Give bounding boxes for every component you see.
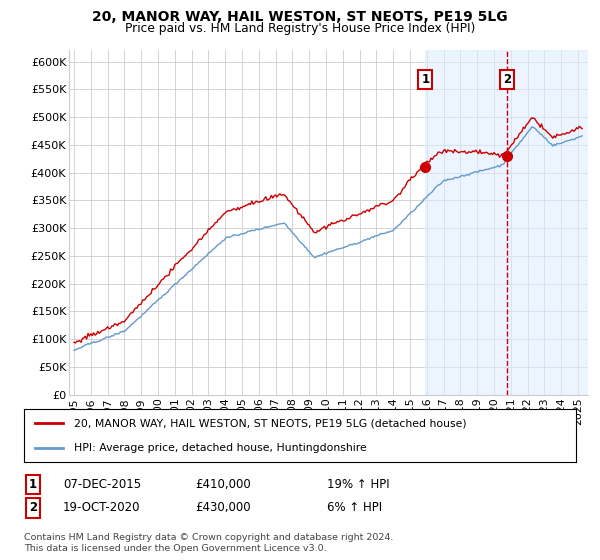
Text: 20, MANOR WAY, HAIL WESTON, ST NEOTS, PE19 5LG (detached house): 20, MANOR WAY, HAIL WESTON, ST NEOTS, PE… (74, 418, 466, 428)
Text: 19-OCT-2020: 19-OCT-2020 (63, 501, 140, 515)
Text: £430,000: £430,000 (195, 501, 251, 515)
Text: 1: 1 (29, 478, 37, 491)
Text: 2: 2 (29, 501, 37, 515)
Text: 07-DEC-2015: 07-DEC-2015 (63, 478, 141, 491)
Text: 20, MANOR WAY, HAIL WESTON, ST NEOTS, PE19 5LG: 20, MANOR WAY, HAIL WESTON, ST NEOTS, PE… (92, 10, 508, 24)
Text: HPI: Average price, detached house, Huntingdonshire: HPI: Average price, detached house, Hunt… (74, 442, 367, 452)
Text: £410,000: £410,000 (195, 478, 251, 491)
Text: Contains HM Land Registry data © Crown copyright and database right 2024.
This d: Contains HM Land Registry data © Crown c… (24, 533, 394, 553)
Text: 1: 1 (421, 73, 430, 86)
Text: 19% ↑ HPI: 19% ↑ HPI (327, 478, 389, 491)
Text: 6% ↑ HPI: 6% ↑ HPI (327, 501, 382, 515)
Text: 2: 2 (503, 73, 511, 86)
Text: Price paid vs. HM Land Registry's House Price Index (HPI): Price paid vs. HM Land Registry's House … (125, 22, 475, 35)
Bar (425, 50, 588, 395)
